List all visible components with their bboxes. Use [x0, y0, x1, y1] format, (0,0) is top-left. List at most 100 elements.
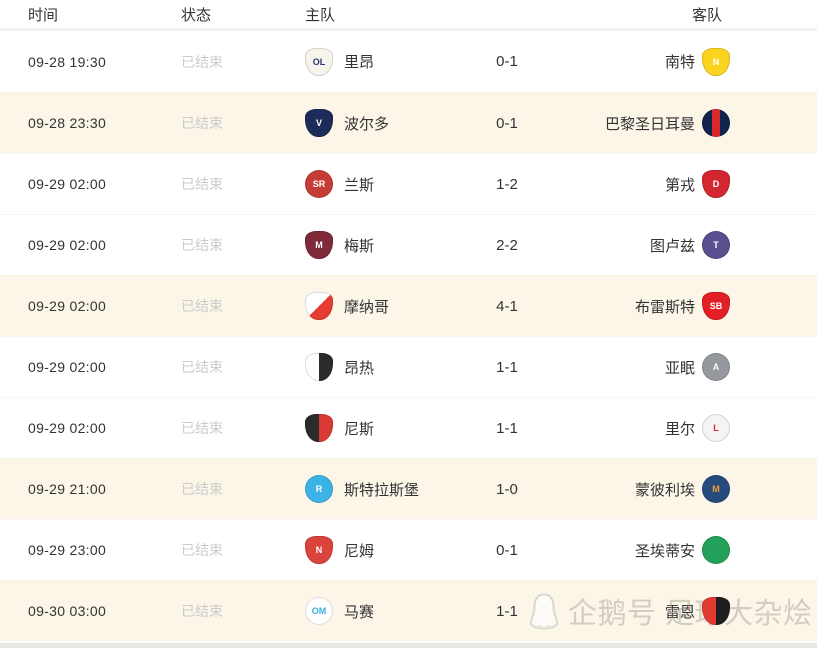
header-time: 时间	[28, 6, 59, 24]
match-score: 0-1	[496, 53, 518, 70]
home-team-name: 兰斯	[344, 176, 375, 194]
home-team-name: 斯特拉斯堡	[344, 481, 420, 499]
away-team[interactable]: 第戎 D	[529, 170, 730, 198]
header-status: 状态	[181, 6, 212, 24]
away-team[interactable]: 南特 N	[529, 47, 730, 76]
match-time: 09-29 21:00	[28, 481, 107, 497]
dijon-logo-icon: D	[702, 170, 730, 198]
home-team[interactable]: M 梅斯	[305, 231, 485, 259]
strasbourg-logo-icon: R	[305, 475, 333, 503]
match-status: 已结束	[181, 603, 223, 619]
match-row[interactable]: 09-30 03:00 已结束 OM 马赛 1-1 雷恩	[0, 580, 817, 641]
psg-logo-icon	[702, 109, 730, 137]
bordeaux-logo-icon: V	[305, 109, 333, 137]
away-team-name: 布雷斯特	[634, 298, 695, 316]
home-team[interactable]: OM 马赛	[305, 597, 485, 625]
match-row[interactable]: 09-29 02:00 已结束 尼斯 1-1 里尔 L	[0, 397, 817, 458]
away-team[interactable]: 图卢兹 T	[529, 231, 730, 259]
toulouse-logo-icon: T	[702, 231, 730, 259]
metz-logo-icon: M	[305, 231, 333, 259]
home-team[interactable]: SR 兰斯	[305, 170, 485, 198]
match-time: 09-29 02:00	[28, 298, 107, 314]
match-row[interactable]: 09-29 21:00 已结束 R 斯特拉斯堡 1-0 蒙彼利埃 M	[0, 458, 817, 519]
match-time: 09-30 03:00	[28, 603, 107, 619]
nice-logo-icon	[305, 414, 333, 442]
lille-logo-icon: L	[702, 414, 730, 442]
match-status: 已结束	[181, 542, 223, 558]
away-team[interactable]: 里尔 L	[529, 414, 730, 442]
montpellier-logo-icon: M	[702, 475, 730, 503]
away-team-name: 圣埃蒂安	[634, 542, 695, 560]
marseille-logo-icon: OM	[305, 597, 333, 625]
match-time: 09-28 23:30	[28, 115, 107, 131]
away-team-name: 巴黎圣日耳曼	[604, 115, 695, 133]
match-score: 0-1	[496, 541, 518, 559]
match-row[interactable]: 09-29 02:00 已结束 SR 兰斯 1-2 第戎 D	[0, 153, 817, 214]
bottom-divider	[0, 643, 817, 648]
home-team-name: 摩纳哥	[344, 298, 390, 316]
header-home: 主队	[305, 6, 336, 24]
match-status: 已结束	[181, 481, 223, 497]
header-away: 客队	[691, 6, 722, 24]
nantes-logo-icon: N	[702, 47, 730, 76]
match-score: 1-0	[496, 480, 518, 498]
rennes-logo-icon	[702, 597, 730, 625]
table-header: 时间 状态 主队 客队	[0, 0, 817, 31]
home-team-name: 马赛	[344, 603, 375, 621]
away-team[interactable]: 亚眠 A	[529, 353, 730, 381]
reims-logo-icon: SR	[305, 170, 333, 198]
away-team[interactable]: 巴黎圣日耳曼	[529, 109, 730, 137]
match-row[interactable]: 09-28 19:30 已结束 OL 里昂 0-1 南特 N	[0, 31, 817, 92]
match-row[interactable]: 09-29 02:00 已结束 昂热 1-1 亚眠 A	[0, 336, 817, 397]
home-team[interactable]: 摩纳哥	[305, 292, 485, 320]
match-status: 已结束	[181, 176, 223, 192]
away-team-name: 蒙彼利埃	[634, 481, 695, 499]
away-team[interactable]: 圣埃蒂安	[529, 536, 730, 564]
angers-logo-icon	[305, 353, 333, 381]
match-row[interactable]: 09-28 23:30 已结束 V 波尔多 0-1 巴黎圣日耳曼	[0, 92, 817, 153]
match-time: 09-28 19:30	[28, 53, 107, 70]
match-score: 2-2	[496, 236, 518, 254]
match-status: 已结束	[181, 115, 223, 131]
away-team[interactable]: 布雷斯特 SB	[529, 292, 730, 320]
match-row[interactable]: 09-29 02:00 已结束 摩纳哥 4-1 布雷斯特 SB	[0, 275, 817, 336]
brest-logo-icon: SB	[702, 292, 730, 320]
monaco-logo-icon	[305, 292, 333, 320]
home-team-name: 尼斯	[344, 420, 375, 438]
home-team-name: 梅斯	[344, 237, 375, 255]
match-status: 已结束	[181, 420, 223, 436]
away-team-name: 雷恩	[664, 603, 695, 621]
match-time: 09-29 02:00	[28, 176, 107, 192]
match-score: 1-2	[496, 175, 518, 193]
home-team[interactable]: V 波尔多	[305, 109, 485, 137]
away-team-name: 图卢兹	[649, 237, 695, 255]
lyon-logo-icon: OL	[305, 47, 333, 76]
away-team[interactable]: 雷恩	[529, 597, 730, 625]
away-team-name: 南特	[664, 54, 695, 71]
home-team[interactable]: N 尼姆	[305, 536, 485, 564]
home-team-name: 昂热	[344, 359, 375, 377]
away-team-name: 里尔	[664, 420, 695, 438]
away-team-name: 亚眠	[664, 359, 695, 377]
home-team[interactable]: 昂热	[305, 353, 485, 381]
match-time: 09-29 02:00	[28, 237, 107, 253]
home-team[interactable]: 尼斯	[305, 414, 485, 442]
match-row[interactable]: 09-29 23:00 已结束 N 尼姆 0-1 圣埃蒂安	[0, 519, 817, 580]
match-status: 已结束	[181, 237, 223, 253]
nimes-logo-icon: N	[305, 536, 333, 564]
home-team[interactable]: R 斯特拉斯堡	[305, 475, 485, 503]
match-status: 已结束	[181, 53, 223, 70]
home-team[interactable]: OL 里昂	[305, 47, 485, 76]
match-score: 0-1	[496, 114, 518, 132]
match-status: 已结束	[181, 298, 223, 314]
match-row[interactable]: 09-29 02:00 已结束 M 梅斯 2-2 图卢兹 T	[0, 214, 817, 275]
match-score: 1-1	[496, 419, 518, 437]
saint-etienne-logo-icon	[702, 536, 730, 564]
away-team[interactable]: 蒙彼利埃 M	[529, 475, 730, 503]
match-time: 09-29 02:00	[28, 420, 107, 436]
match-score: 1-1	[496, 602, 518, 620]
match-score: 1-1	[496, 358, 518, 376]
amiens-logo-icon: A	[702, 353, 730, 381]
away-team-name: 第戎	[664, 176, 695, 194]
